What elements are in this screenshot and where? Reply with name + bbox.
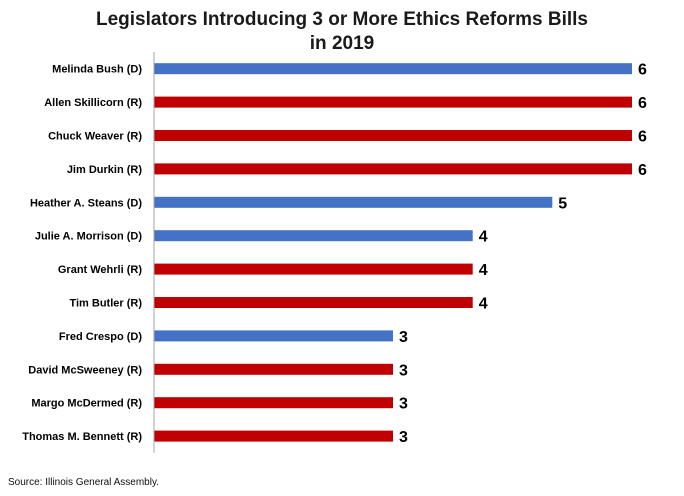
bar bbox=[154, 63, 632, 75]
bar bbox=[154, 397, 393, 409]
data-label: 6 bbox=[638, 129, 647, 146]
data-label: 4 bbox=[479, 262, 488, 279]
bar bbox=[154, 130, 632, 141]
chart-title-line-1: Legislators Introducing 3 or More Ethics… bbox=[96, 9, 588, 30]
data-label: 3 bbox=[399, 429, 408, 446]
data-label: 6 bbox=[638, 62, 647, 79]
bar bbox=[154, 196, 553, 208]
category-label: Heather A. Steans (D) bbox=[30, 197, 142, 209]
category-label: Tim Butler (R) bbox=[69, 298, 142, 310]
bar bbox=[154, 96, 632, 108]
data-label: 6 bbox=[638, 95, 647, 112]
data-label: 4 bbox=[479, 296, 488, 313]
category-label: Margo McDermed (R) bbox=[31, 398, 142, 410]
bar bbox=[154, 297, 473, 308]
bar bbox=[154, 230, 473, 242]
bar bbox=[154, 330, 393, 342]
category-label: Melinda Bush (D) bbox=[52, 64, 142, 76]
category-label: Allen Skillicorn (R) bbox=[44, 97, 142, 109]
category-label: Julie A. Morrison (D) bbox=[35, 231, 142, 243]
data-label: 5 bbox=[558, 195, 567, 212]
category-label: Fred Crespo (D) bbox=[59, 331, 142, 343]
category-label: Thomas M. Bennett (R) bbox=[22, 431, 142, 443]
data-label: 3 bbox=[399, 396, 408, 413]
chart-title-line-2: in 2019 bbox=[309, 33, 375, 54]
source-note: Source: Illinois General Assembly. bbox=[8, 477, 159, 488]
category-label: Grant Wehrli (R) bbox=[58, 264, 142, 276]
category-label: David McSweeney (R) bbox=[28, 364, 142, 376]
category-label: Jim Durkin (R) bbox=[67, 164, 143, 176]
chart-title: Legislators Introducing 3 or More Ethics… bbox=[0, 8, 684, 56]
bar bbox=[154, 363, 393, 375]
data-label: 4 bbox=[479, 229, 488, 246]
data-label: 6 bbox=[638, 162, 647, 179]
bar bbox=[154, 263, 473, 275]
bar bbox=[154, 430, 393, 442]
data-label: 3 bbox=[399, 329, 408, 346]
data-label: 3 bbox=[399, 362, 408, 379]
bar bbox=[154, 163, 632, 175]
category-label: Chuck Weaver (R) bbox=[48, 131, 142, 143]
